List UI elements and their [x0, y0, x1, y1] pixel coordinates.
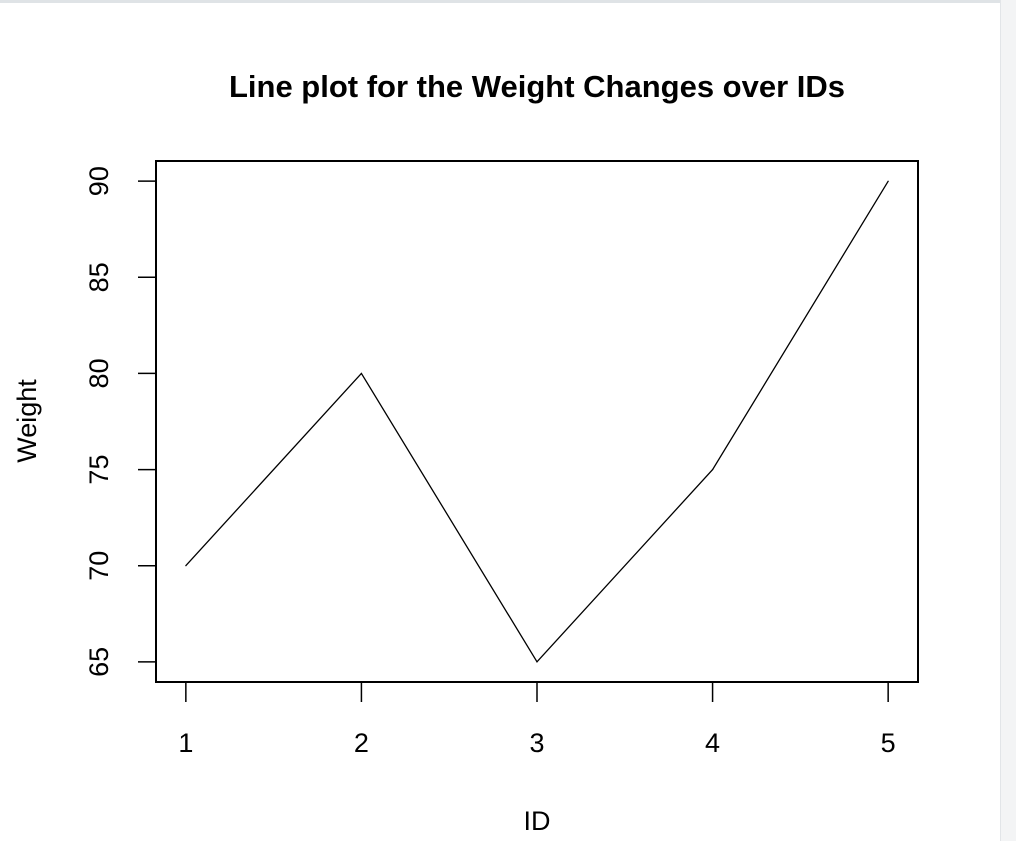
x-tick-label: 4: [705, 728, 720, 758]
y-tick-label: 90: [84, 166, 114, 196]
x-axis: 1 2 3 4 5: [178, 681, 896, 758]
y-axis-label: Weight: [12, 379, 42, 463]
series-line: [185, 180, 889, 663]
window-top-border: [0, 0, 1000, 3]
data-points: [185, 180, 889, 663]
data-point: [887, 180, 889, 182]
x-tick-label: 5: [881, 728, 896, 758]
y-tick-label: 70: [84, 551, 114, 581]
scrollbar-track[interactable]: [1000, 0, 1016, 841]
x-tick-label: 3: [529, 728, 544, 758]
x-axis-label: ID: [524, 806, 551, 836]
y-tick-label: 65: [84, 647, 114, 677]
y-tick-label: 85: [84, 262, 114, 292]
data-point: [536, 661, 538, 663]
x-tick-label: 1: [178, 728, 193, 758]
x-tick-label: 2: [354, 728, 369, 758]
plot-area-frame: [155, 160, 919, 683]
data-point: [711, 468, 714, 471]
data-point: [360, 372, 363, 375]
y-tick-label: 75: [84, 455, 114, 485]
data-point: [185, 565, 187, 567]
y-tick-label: 80: [84, 358, 114, 388]
y-axis: 65 70 75 80 85 90: [84, 166, 156, 677]
chart-title: Line plot for the Weight Changes over ID…: [229, 69, 845, 104]
